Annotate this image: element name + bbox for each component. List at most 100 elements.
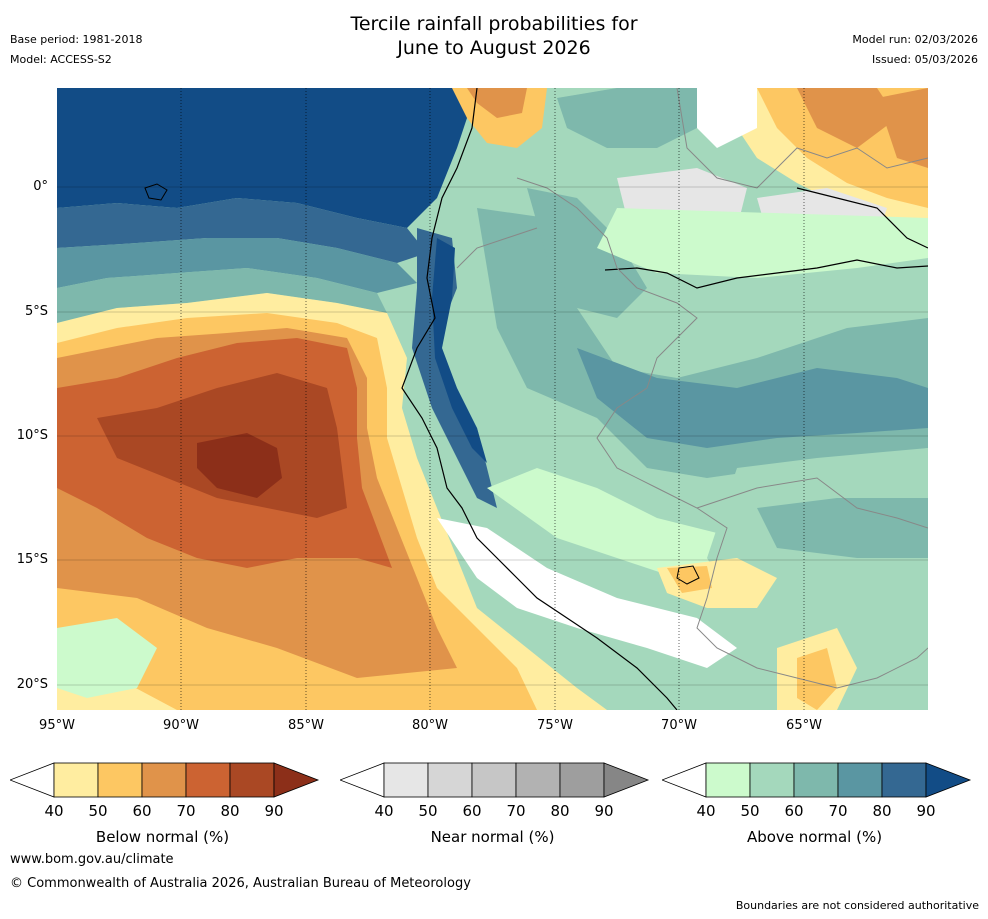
- coastline: [401, 88, 678, 710]
- country-border-colombia: [676, 88, 928, 189]
- contour-below-50-south: [797, 648, 837, 710]
- lon-label-75w: 75°W: [537, 718, 573, 733]
- contour-above-50-band: [597, 208, 928, 278]
- contour-above-70-interior: [577, 348, 928, 448]
- lat-label-10s: 10°S: [16, 428, 48, 443]
- lon-label-90w: 90°W: [163, 718, 199, 733]
- colorbar-segment: [229, 762, 275, 798]
- colorbar-extend-high: [925, 762, 972, 798]
- colorbar-segment: [53, 762, 99, 798]
- colorbar-tick-label: 70: [828, 802, 847, 820]
- colorbar-segment: [559, 762, 605, 798]
- contour-below-90-ocean: [197, 433, 282, 498]
- lake-titicaca: [676, 565, 700, 585]
- metadata-left: Base period: 1981-2018 Model: ACCESS-S2: [10, 30, 142, 70]
- base-period: Base period: 1981-2018: [10, 33, 143, 46]
- colorbar-extend-high: [603, 762, 650, 798]
- country-border-ecuador: [456, 227, 538, 269]
- colorbar-extend-low: [662, 762, 707, 798]
- lon-label-80w: 80°W: [412, 718, 448, 733]
- amazon-river: [604, 259, 928, 289]
- colorbar-tick-label: 80: [550, 802, 569, 820]
- contour-above-80-nw: [57, 198, 427, 263]
- colorbar-segment: [185, 762, 231, 798]
- colorbar-segment: [749, 762, 795, 798]
- colorbar-above-normal: 40 50 60 70 80 90: [662, 762, 972, 824]
- contour-above-70-nw: [57, 238, 417, 293]
- rio-negro: [796, 187, 928, 249]
- copyright-notice: © Commonwealth of Australia 2026, Austra…: [10, 876, 471, 891]
- colorbar-tick-label: 60: [462, 802, 481, 820]
- map-canvas: [57, 88, 928, 710]
- colorbar-tick-label: 80: [872, 802, 891, 820]
- colorbar-tick-label: 60: [132, 802, 151, 820]
- colorbar-segment: [141, 762, 187, 798]
- colorbar-tick-label: 90: [264, 802, 283, 820]
- website-link[interactable]: www.bom.gov.au/climate: [10, 852, 174, 867]
- chart-title: Tercile rainfall probabilities for June …: [0, 12, 988, 60]
- contour-above-90-coast: [432, 238, 487, 463]
- rainfall-map: [57, 88, 928, 710]
- colorbar-tick-label: 40: [696, 802, 715, 820]
- colorbar-near-label: Near normal (%): [430, 828, 555, 846]
- colorbar-extend-high: [273, 762, 320, 798]
- colorbar-segment: [705, 762, 751, 798]
- lon-label-65w: 65°W: [786, 718, 822, 733]
- colorbar-tick-label: 90: [916, 802, 935, 820]
- contour-above-60-north: [527, 188, 647, 318]
- lat-label-5s: 5°S: [24, 304, 48, 319]
- contour-below-60-ne: [797, 88, 897, 148]
- colorbar-segment: [383, 762, 429, 798]
- colorbar-segment: [881, 762, 927, 798]
- country-border-bolivia: [696, 477, 928, 529]
- colorbar-tick-label: 70: [506, 802, 525, 820]
- colorbar-tick-label: 50: [740, 802, 759, 820]
- colorbar-below-label: Below normal (%): [95, 828, 230, 846]
- model-run: Model run: 02/03/2026: [852, 33, 978, 46]
- colorbar-tick-label: 50: [418, 802, 437, 820]
- colorbar-extend-low: [10, 762, 55, 798]
- colorbar-near-svg: 40 50 60 70 80 90: [340, 762, 650, 820]
- colorbar-tick-label: 80: [220, 802, 239, 820]
- lat-label-20s: 20°S: [16, 677, 48, 692]
- colorbar-above-svg: 40 50 60 70 80 90: [662, 762, 972, 820]
- issued-date: Issued: 05/03/2026: [871, 53, 978, 66]
- colorbar-segment: [515, 762, 561, 798]
- latitude-gridlines: [57, 186, 928, 686]
- lon-label-85w: 85°W: [288, 718, 324, 733]
- colorbar-near-normal: 40 50 60 70 80 90: [340, 762, 650, 824]
- contour-above-60-nw: [57, 268, 387, 323]
- colorbar-segment: [97, 762, 143, 798]
- lat-label-0: 0°: [33, 179, 48, 194]
- colorbar-tick-label: 90: [594, 802, 613, 820]
- lon-label-95w: 95°W: [39, 718, 75, 733]
- metadata-right: Model run: 02/03/2026 Issued: 05/03/2026: [852, 30, 978, 70]
- colorbar-tick-label: 40: [44, 802, 63, 820]
- colorbar-tick-label: 40: [374, 802, 393, 820]
- galapagos-islands: [144, 183, 168, 201]
- title-line-2: June to August 2026: [397, 37, 591, 59]
- colorbar-below-svg: 40 50 60 70 80 90: [10, 762, 320, 820]
- colorbar-below-normal: 40 50 60 70 80 90: [10, 762, 320, 824]
- colorbar-tick-label: 60: [784, 802, 803, 820]
- lat-label-15s: 15°S: [16, 552, 48, 567]
- contour-above-90-nw: [57, 88, 477, 228]
- country-border-peru: [516, 177, 928, 689]
- colorbar-segment: [793, 762, 839, 798]
- colorbar-extend-low: [340, 762, 385, 798]
- colorbar-tick-label: 50: [88, 802, 107, 820]
- colorbar-segment: [427, 762, 473, 798]
- contour-below-60-ne2: [877, 88, 928, 168]
- contour-above-50-sw: [57, 618, 157, 698]
- contour-below-north-60: [467, 88, 527, 118]
- contour-above-60-se: [757, 498, 928, 558]
- contour-white-corridor: [437, 518, 737, 668]
- boundary-disclaimer: Boundaries are not considered authoritat…: [735, 899, 979, 912]
- title-line-1: Tercile rainfall probabilities for: [350, 13, 638, 35]
- colorbar-segment: [837, 762, 883, 798]
- model-name: Model: ACCESS-S2: [10, 53, 112, 66]
- colorbar-tick-label: 70: [176, 802, 195, 820]
- contour-above-60-top: [557, 88, 697, 148]
- colorbar-above-label: Above normal (%): [746, 828, 883, 846]
- lon-label-70w: 70°W: [661, 718, 697, 733]
